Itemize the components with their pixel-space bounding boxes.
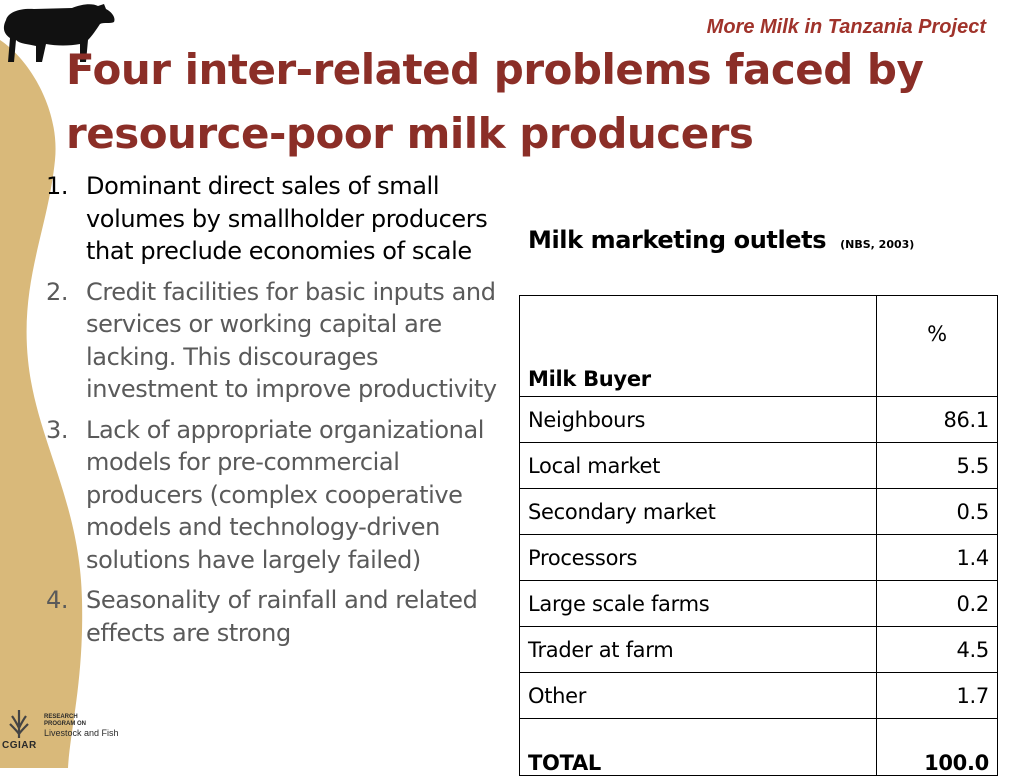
percent-cell: 0.2	[876, 580, 998, 627]
project-label: More Milk in Tanzania Project	[706, 16, 986, 38]
table-title-text: Milk marketing outlets	[528, 226, 827, 254]
milk-outlets-table: Milk Buyer % Neighbours 86.1 Local marke…	[519, 295, 998, 776]
cgiar-logo: CGIAR RESEARCH PROGRAM ON Livestock and …	[0, 706, 130, 756]
list-item-text: Dominant direct sales of small volumes b…	[86, 172, 488, 265]
buyer-cell: Other	[519, 672, 877, 719]
list-item: 4. Seasonality of rainfall and related e…	[46, 584, 506, 649]
buyer-cell: Secondary market	[519, 488, 877, 535]
list-item: 1. Dominant direct sales of small volume…	[46, 170, 506, 268]
problem-list: 1. Dominant direct sales of small volume…	[46, 170, 506, 657]
table-source: (NBS, 2003)	[840, 238, 915, 251]
logo-program-line1: RESEARCH	[44, 714, 78, 720]
buyer-cell: Processors	[519, 534, 877, 581]
table-title: Milk marketing outlets (NBS, 2003)	[528, 226, 914, 254]
percent-cell: 1.7	[876, 672, 998, 719]
list-item-number: 3.	[46, 415, 69, 444]
list-item-number: 1.	[46, 172, 69, 200]
table-row: Neighbours 86.1	[519, 396, 998, 443]
column-header-buyer: Milk Buyer	[519, 295, 877, 397]
column-header-percent: %	[876, 295, 998, 397]
percent-cell: 86.1	[876, 396, 998, 443]
logo-org-name: CGIAR	[2, 740, 37, 751]
percent-cell: 1.4	[876, 534, 998, 581]
list-item: 3. Lack of appropriate organizational mo…	[46, 414, 506, 577]
total-percent-cell: 100.0	[876, 718, 998, 776]
table-row: Other 1.7	[519, 672, 998, 719]
table-row: Large scale farms 0.2	[519, 580, 998, 627]
list-item-number: 4.	[46, 586, 69, 614]
buyer-cell: Trader at farm	[519, 626, 877, 673]
cow-silhouette-icon	[3, 4, 115, 62]
wheat-icon	[9, 710, 29, 738]
buyer-cell: Neighbours	[519, 396, 877, 443]
percent-cell: 5.5	[876, 442, 998, 489]
logo-program-name: Livestock and Fish	[44, 728, 119, 738]
list-item-text: Lack of appropriate organizational model…	[86, 415, 485, 574]
table-total-row: TOTAL 100.0	[519, 718, 998, 776]
percent-cell: 4.5	[876, 626, 998, 673]
list-item-text: Credit facilities for basic inputs and s…	[86, 277, 497, 404]
buyer-cell: Large scale farms	[519, 580, 877, 627]
slide-title: Four inter-related problems faced by res…	[66, 45, 924, 158]
decorative-side-band	[0, 40, 83, 768]
logo-program-label: RESEARCH PROGRAM ON	[44, 714, 86, 728]
percent-cell: 0.5	[876, 488, 998, 535]
table-row: Secondary market 0.5	[519, 488, 998, 535]
table-row: Local market 5.5	[519, 442, 998, 489]
list-item-number: 2.	[46, 277, 69, 306]
buyer-cell: Local market	[519, 442, 877, 489]
logo-program-line2: PROGRAM ON	[44, 721, 86, 727]
table-header-row: Milk Buyer %	[519, 295, 998, 397]
list-item-text: Seasonality of rainfall and related effe…	[86, 586, 478, 647]
table-row: Trader at farm 4.5	[519, 626, 998, 673]
table-row: Processors 1.4	[519, 534, 998, 581]
list-item: 2. Credit facilities for basic inputs an…	[46, 276, 506, 406]
total-label-cell: TOTAL	[519, 718, 877, 776]
